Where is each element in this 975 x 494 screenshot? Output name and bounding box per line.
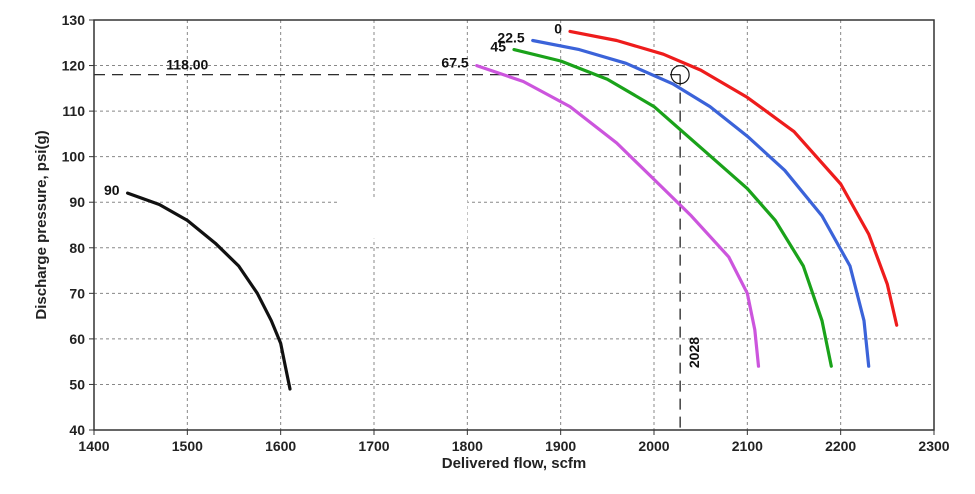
series-label-67-5: 67.5 [441, 55, 468, 71]
series-label-22-5: 22.5 [497, 30, 524, 46]
y-tick-label: 100 [62, 149, 86, 165]
x-tick-label: 1500 [172, 438, 203, 454]
y-tick-label: 120 [62, 58, 86, 74]
x-axis-title: Delivered flow, scfm [442, 455, 587, 472]
y-tick-label: 50 [69, 376, 85, 392]
tick-labels: 1400 1500 1600 1700 1800 1900 2000 2100 2200 2300… [62, 12, 950, 454]
y-tick-label: 110 [62, 103, 85, 119]
x-tick-label: 2300 [918, 438, 949, 454]
operating-flow-label: 2028 [686, 337, 702, 368]
plot-frame [93, 19, 935, 431]
x-tick-label: 1800 [452, 438, 483, 454]
y-tick-label: 130 [62, 12, 86, 28]
y-tick-label: 90 [69, 194, 85, 210]
y-tick-label: 70 [69, 285, 85, 301]
y-tick-label: 40 [69, 422, 85, 438]
operating-point-marker [670, 65, 690, 85]
series-label-0: 0 [554, 20, 562, 36]
x-tick-label: 2200 [825, 438, 856, 454]
x-tick-label: 1900 [545, 438, 576, 454]
x-tick-label: 1600 [265, 438, 296, 454]
series-line-45 [512, 48, 833, 368]
y-axis-title: Discharge pressure, psi(g) [33, 130, 50, 319]
series-line-22-5 [531, 38, 871, 368]
operating-point-reference: 118.00 2028 [94, 57, 702, 430]
series-label-90: 90 [104, 182, 120, 198]
grid-gap [338, 197, 468, 239]
curve-labels: 0 22.545 67.5 90 [104, 20, 562, 198]
x-tick-label: 2000 [638, 438, 669, 454]
series-layer [126, 29, 899, 391]
series-label-45: 45 [490, 39, 506, 55]
y-tick-label: 60 [69, 331, 85, 347]
x-tick-label: 1400 [78, 438, 109, 454]
series-line-67-5 [475, 63, 761, 368]
y-tick-label: 80 [69, 240, 85, 256]
grid-layer [89, 19, 935, 435]
series-line-90 [126, 191, 292, 391]
series-line-0 [568, 29, 899, 327]
operating-pressure-label: 118.00 [166, 57, 208, 73]
x-tick-label: 1700 [358, 438, 389, 454]
x-tick-label: 2100 [732, 438, 763, 454]
